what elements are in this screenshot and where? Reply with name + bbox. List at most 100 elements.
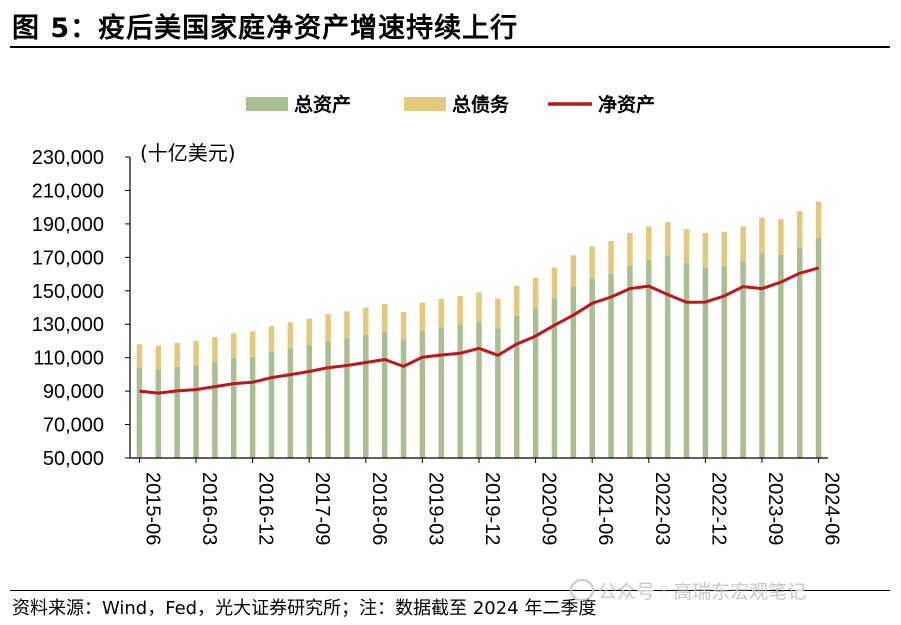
bar-assets (136, 367, 143, 458)
bar-liabilities (212, 337, 218, 362)
bar-liabilities (551, 267, 558, 299)
bar-liabilities (740, 226, 746, 262)
bar-liabilities (627, 232, 633, 266)
x-tick-label: 2024-06 (821, 472, 843, 545)
bar-liabilities (381, 303, 388, 332)
x-tick-label: 2019-03 (424, 472, 446, 545)
figure-title: 图 5：疫后美国家庭净资产增速持续上行 (12, 13, 519, 44)
bar-assets (268, 351, 275, 458)
legend-swatch-assets (246, 97, 288, 111)
bar-assets (174, 366, 180, 458)
legend-swatch-liabilities (404, 97, 446, 111)
bar-assets (249, 356, 256, 458)
bar-liabilities (796, 211, 803, 248)
watermark: 公众号 · 高瑞东宏观笔记 (570, 577, 806, 604)
x-tick-label: 2015-06 (141, 472, 163, 545)
bar-assets (476, 321, 482, 458)
bar-assets (363, 335, 369, 458)
bar-liabilities (683, 229, 690, 264)
bar-assets (325, 340, 331, 458)
axes-group: 50,000 70,000 90,000 110,000 130,000 150,000 1… (32, 147, 843, 545)
bar-liabilities (815, 201, 822, 239)
bar-liabilities (306, 318, 312, 346)
bar-liabilities (419, 302, 426, 331)
bar-liabilities (287, 322, 294, 349)
bar-liabilities (589, 246, 595, 279)
bar-liabilities (721, 231, 727, 267)
bar-assets (589, 278, 595, 458)
footer-divider (10, 590, 890, 591)
y-tick-label: 90,000 (43, 381, 104, 403)
watermark-text: 公众号 · 高瑞东宏观笔记 (598, 581, 807, 603)
bar-assets (740, 261, 746, 458)
bar-assets (570, 286, 577, 458)
legend-label-net-worth: 净资产 (598, 93, 655, 116)
y-tick-label: 190,000 (32, 214, 104, 236)
bar-liabilities (570, 255, 577, 287)
bar-assets (287, 348, 294, 458)
wechat-logo-icon (570, 579, 594, 601)
bar-liabilities (231, 333, 237, 359)
bar-assets (796, 247, 803, 458)
bar-liabilities (249, 331, 256, 357)
y-tick-label: 210,000 (32, 180, 104, 202)
y-tick-label: 150,000 (32, 281, 104, 303)
bar-assets (231, 358, 237, 458)
bar-assets (212, 361, 218, 458)
bar-assets (778, 254, 784, 458)
bar-liabilities (325, 314, 331, 341)
bar-assets (683, 263, 690, 458)
bar-assets (702, 267, 709, 458)
bar-assets (513, 315, 520, 458)
x-tick-label: 2021-06 (594, 472, 616, 545)
bar-liabilities (495, 298, 501, 329)
bar-liabilities (155, 345, 162, 370)
bar-assets (457, 325, 463, 458)
x-tick-label: 2018-06 (368, 472, 390, 545)
y-tick-label: 170,000 (32, 247, 104, 269)
x-tick-label: 2023-09 (764, 472, 786, 545)
bar-liabilities (646, 226, 652, 260)
x-tick-label: 2019-12 (481, 472, 503, 545)
bar-assets (646, 259, 652, 458)
bar-liabilities (400, 312, 407, 341)
bar-assets (438, 327, 445, 458)
bar-assets (193, 365, 199, 458)
bar-assets (532, 308, 539, 458)
bar-assets (759, 253, 765, 458)
bar-assets (495, 328, 501, 458)
bar-liabilities (778, 219, 784, 255)
stacked-bar-line-chart: 总资产 总债务 净资产 (十亿美元) 50,000 70,000 90,000 110… (32, 93, 843, 545)
bar-liabilities (438, 298, 445, 328)
bar-liabilities (513, 285, 520, 316)
bar-liabilities (702, 232, 709, 268)
bar-liabilities (532, 277, 539, 309)
y-tick-label: 230,000 (32, 147, 104, 169)
bar-liabilities (608, 240, 614, 274)
bar-liabilities (268, 326, 275, 352)
x-tick-label: 2022-03 (651, 472, 673, 545)
bar-assets (608, 273, 614, 458)
y-tick-label: 70,000 (43, 415, 104, 437)
bar-liabilities (664, 221, 671, 256)
y-tick-label: 130,000 (32, 314, 104, 336)
bar-liabilities (174, 342, 180, 367)
bar-liabilities (759, 217, 765, 254)
chart-legend: 总资产 总债务 净资产 (246, 93, 655, 116)
bar-assets (419, 330, 426, 458)
x-tick-label: 2016-12 (255, 472, 277, 545)
net-worth-line (139, 266, 820, 395)
y-axis-unit-label: (十亿美元) (140, 141, 236, 165)
legend-label-liabilities: 总债务 (452, 93, 510, 116)
bar-assets (344, 338, 350, 458)
bar-assets (551, 298, 558, 458)
bar-group (136, 201, 822, 458)
bar-assets (381, 331, 388, 458)
bar-liabilities (344, 311, 350, 339)
bar-liabilities (476, 292, 482, 322)
net-worth-line-group (139, 266, 820, 395)
bar-assets (400, 340, 407, 458)
source-note: 资料来源：Wind，Fed，光大证券研究所；注：数据截至 2024 年二季度 (12, 598, 597, 619)
y-tick-label: 110,000 (33, 348, 104, 370)
title-divider (10, 46, 890, 48)
